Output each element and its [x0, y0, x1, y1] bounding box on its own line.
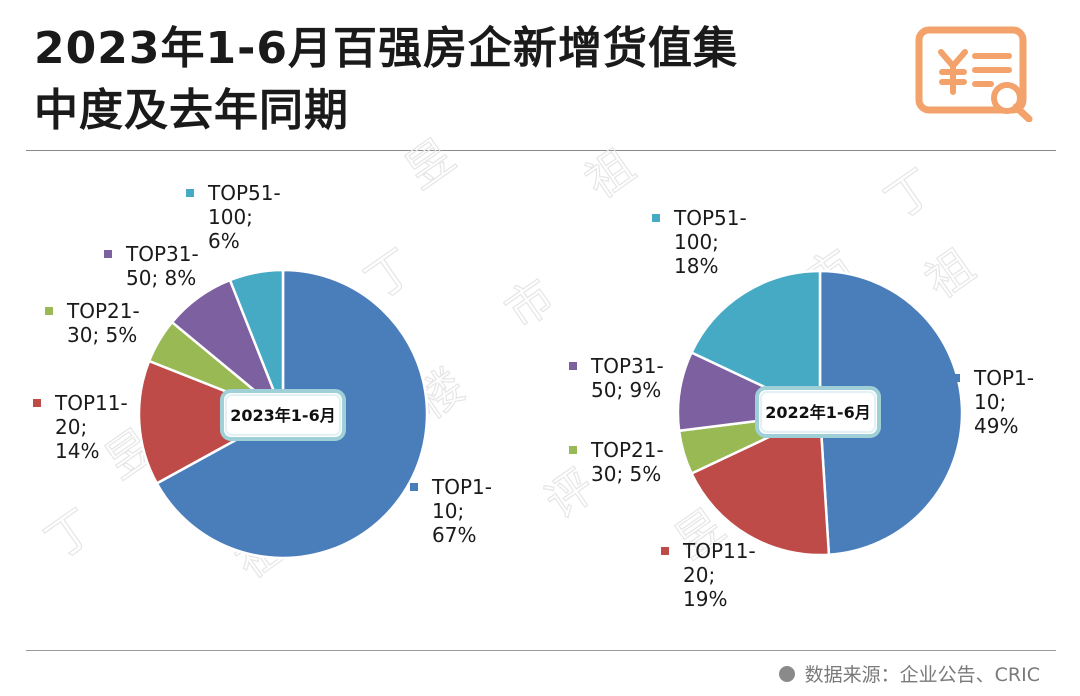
pie-chart-1: TOP1-10; 67% TOP11-20; 14% TOP21-30; 5% TOP31…	[33, 181, 492, 560]
data-label-line: TOP21-	[66, 299, 140, 323]
pie-slice-top11-20	[689, 411, 831, 557]
data-label-line: TOP21-	[590, 438, 664, 462]
watermark-glyph: 丁	[875, 158, 944, 229]
data-label-line: 6%	[208, 229, 240, 253]
data-label-line: 30; 5%	[67, 323, 137, 347]
data-label-line: TOP31-	[125, 242, 199, 266]
legend-marker	[952, 374, 960, 382]
page-title: 2023年1-6月百强房企新增货值集 中度及去年同期	[34, 18, 738, 142]
source-text: 数据来源：企业公告、CRIC	[804, 664, 1040, 686]
data-label-line: 20;	[55, 415, 87, 439]
pie-slice-top1-10	[818, 269, 964, 557]
watermark-glyph: 祖	[915, 238, 984, 309]
center-label-inner	[225, 394, 341, 436]
data-label-top11-20: TOP11-20; 19%	[682, 539, 756, 611]
data-label-top1-10: TOP1-10; 67%	[431, 475, 492, 547]
data-label-line: 49%	[974, 414, 1018, 438]
pie-slice-top51-100	[689, 269, 822, 415]
legend-marker	[652, 214, 660, 222]
data-label-top51-100: TOP51-100; 18%	[673, 206, 747, 278]
center-label: 2022年1-6月	[765, 403, 870, 422]
source-note: 数据来源：企业公告、CRIC	[778, 660, 1040, 687]
data-label-line: TOP51-	[207, 181, 281, 205]
pie-slice-top51-100	[228, 268, 285, 415]
data-label-top31-50: TOP31-50; 8%	[125, 242, 199, 290]
data-label-line: TOP1-	[431, 475, 492, 499]
legend-marker	[45, 307, 53, 315]
header-divider	[26, 150, 1056, 151]
legend-marker	[569, 362, 577, 370]
bullet-dot-icon	[778, 665, 795, 682]
title-line-2: 中度及去年同期	[34, 85, 349, 136]
data-label-line: 50; 9%	[591, 378, 661, 402]
legend-marker	[661, 547, 669, 555]
data-label-line: 14%	[55, 439, 99, 463]
data-label-line: 10;	[432, 499, 464, 523]
watermark-glyph: 祖	[575, 138, 644, 209]
data-label-line: 18%	[674, 254, 718, 278]
data-label-top21-30: TOP21-30; 5%	[66, 299, 140, 347]
center-label-inner	[760, 391, 876, 433]
data-label-line: 19%	[683, 587, 727, 611]
data-label-line: 67%	[432, 523, 476, 547]
legend-marker	[410, 483, 418, 491]
data-label-line: TOP51-	[673, 206, 747, 230]
data-label-top21-30: TOP21-30; 5%	[590, 438, 664, 486]
pie-chart-2: TOP1-10; 49% TOP11-20; 19% TOP21-30; 5% TOP31…	[569, 206, 1034, 611]
footer-divider	[26, 650, 1056, 651]
data-label-line: 100;	[208, 205, 253, 229]
data-label-line: TOP31-	[590, 354, 664, 378]
center-label-box	[220, 389, 346, 441]
pie-slice-top11-20	[137, 359, 286, 486]
data-label-line: 20;	[683, 563, 715, 587]
data-label-line: 100;	[674, 230, 719, 254]
data-label-line: TOP11-	[54, 391, 128, 415]
data-label-top31-50: TOP31-50; 9%	[590, 354, 664, 402]
legend-marker	[104, 250, 112, 258]
data-label-top11-20: TOP11-20; 14%	[54, 391, 128, 463]
data-label-top1-10: TOP1-10; 49%	[973, 366, 1034, 438]
data-label-line: TOP1-	[973, 366, 1034, 390]
data-label-line: 50; 8%	[126, 266, 196, 290]
center-label: 2023年1-6月	[230, 406, 335, 425]
data-label-line: TOP11-	[682, 539, 756, 563]
data-label-line: 30; 5%	[591, 462, 661, 486]
receipt-yuan-icon	[915, 26, 1033, 122]
legend-marker	[569, 446, 577, 454]
watermark-glyph: 市	[495, 268, 564, 339]
title-line-1: 2023年1-6月百强房企新增货值集	[34, 23, 738, 74]
data-label-top51-100: TOP51-100; 6%	[207, 181, 281, 253]
watermark-glyph: 昱	[395, 128, 464, 199]
legend-marker	[186, 189, 194, 197]
watermark-glyph: 丁	[35, 498, 104, 569]
legend-marker	[33, 399, 41, 407]
center-label-box	[755, 386, 881, 438]
data-label-line: 10;	[974, 390, 1006, 414]
